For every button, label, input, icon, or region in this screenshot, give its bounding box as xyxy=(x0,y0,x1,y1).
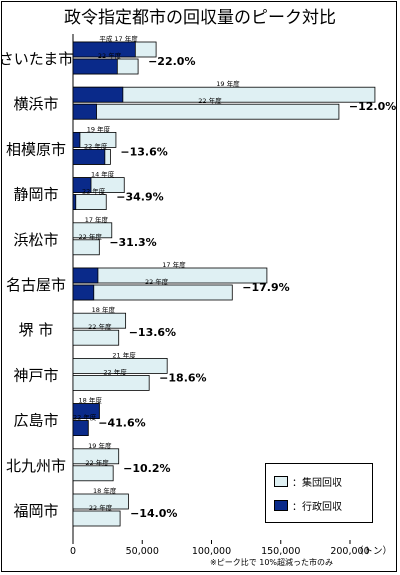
change-percent-label: −22.0% xyxy=(148,55,195,68)
bar-peak-admin xyxy=(72,403,100,420)
x-axis-unit-label: （トン） xyxy=(354,545,392,557)
current-year-label: 22 年度 xyxy=(198,96,222,105)
change-percent-label: −12.0% xyxy=(349,100,396,113)
peak-year-label: 18 年度 xyxy=(92,305,116,314)
city-label: 横浜市 xyxy=(13,95,58,113)
city-label: 広島市 xyxy=(13,412,58,430)
peak-year-label: 17 年度 xyxy=(162,260,186,269)
current-year-label: 22 年度 xyxy=(103,367,127,376)
legend: ：集団回収 ：行政回収 xyxy=(265,463,373,523)
bar-peak-collective xyxy=(72,493,129,510)
bar-current-collective xyxy=(72,465,114,482)
x-tick-label: 150,000 xyxy=(261,546,300,557)
current-year-label: 22 年度 xyxy=(145,277,169,286)
x-tick-label: 0 xyxy=(70,546,76,557)
peak-year-label: 平成 17 年度 xyxy=(99,34,138,43)
bar-peak-collective xyxy=(72,448,120,465)
current-year-label: 22 年度 xyxy=(89,503,113,512)
current-year-label: 22 年度 xyxy=(73,413,97,422)
bar-current-admin xyxy=(72,420,89,437)
peak-year-label: 21 年度 xyxy=(112,350,136,359)
bar-current-admin xyxy=(72,194,77,211)
bar-current-collective xyxy=(72,103,340,120)
city-label: 相模原市 xyxy=(6,140,66,158)
change-percent-label: −13.6% xyxy=(129,326,176,339)
peak-year-label: 17 年度 xyxy=(85,215,109,224)
city-label: さいたま市 xyxy=(0,50,73,68)
legend-item-collective: ：集団回収 xyxy=(274,474,342,489)
peak-year-label: 19 年度 xyxy=(88,441,112,450)
peak-year-label: 18 年度 xyxy=(78,396,102,405)
bar-peak-collective xyxy=(72,267,268,284)
current-year-label: 22 年度 xyxy=(84,141,108,150)
bar-peak-admin xyxy=(72,267,99,284)
bar-current-admin xyxy=(72,103,97,120)
peak-year-label: 19 年度 xyxy=(216,79,240,88)
change-percent-label: −17.9% xyxy=(242,281,289,294)
current-year-label: 22 年度 xyxy=(78,232,102,241)
change-percent-label: −34.9% xyxy=(116,191,163,204)
x-tick-label: 50,000 xyxy=(126,546,159,557)
bar-current-collective xyxy=(72,239,100,256)
footnote: ※ピーク比で 10%超減った市のみ xyxy=(210,558,334,567)
city-label: 福岡市 xyxy=(13,502,58,520)
x-tick-label: 100,000 xyxy=(192,546,231,557)
change-percent-label: −41.6% xyxy=(98,417,145,430)
peak-year-label: 18 年度 xyxy=(93,486,117,495)
change-percent-label: −14.0% xyxy=(130,507,177,520)
change-percent-label: −13.6% xyxy=(120,145,167,158)
change-percent-label: −10.2% xyxy=(123,462,170,475)
bar-peak-admin xyxy=(72,131,81,148)
bar-current-collective xyxy=(72,284,233,301)
bar-current-admin xyxy=(72,58,118,75)
current-year-label: 22 年度 xyxy=(98,51,122,60)
bar-current-collective xyxy=(72,329,120,346)
current-year-label: 22 年度 xyxy=(85,458,109,467)
change-percent-label: −18.6% xyxy=(159,371,206,384)
bar-current-admin xyxy=(72,148,106,165)
city-label: 堺 市 xyxy=(19,321,54,339)
bar-peak-admin xyxy=(72,86,124,103)
bar-current-collective xyxy=(72,510,121,527)
city-label: 名古屋市 xyxy=(6,276,66,294)
bar-current-admin xyxy=(72,284,95,301)
city-label: 北九州市 xyxy=(6,457,66,475)
legend-label-collective: ：集団回収 xyxy=(292,478,342,489)
bar-peak-collective xyxy=(72,312,127,329)
city-label: 神戸市 xyxy=(13,366,58,384)
current-year-label: 22 年度 xyxy=(88,322,112,331)
peak-year-label: 14 年度 xyxy=(91,170,115,179)
legend-swatch-administrative xyxy=(274,500,288,511)
chart-title: 政令指定都市の回収量のピーク対比 xyxy=(64,8,336,28)
legend-swatch-collective xyxy=(274,476,288,487)
city-label: 静岡市 xyxy=(13,186,58,204)
bar-peak-admin xyxy=(72,177,92,194)
bar-peak-collective xyxy=(72,357,168,374)
change-percent-label: −31.3% xyxy=(109,236,156,249)
bar-peak-admin xyxy=(72,41,136,58)
bar-peak-collective xyxy=(72,222,113,239)
city-label: 浜松市 xyxy=(13,231,58,249)
peak-year-label: 19 年度 xyxy=(87,124,111,133)
bar-current-collective xyxy=(72,194,107,211)
legend-item-administrative: ：行政回収 xyxy=(274,498,342,513)
x-tick-label: 200,000 xyxy=(330,546,369,557)
bar-current-collective xyxy=(72,374,150,391)
legend-label-administrative: ：行政回収 xyxy=(292,502,342,513)
current-year-label: 22 年度 xyxy=(82,187,106,196)
